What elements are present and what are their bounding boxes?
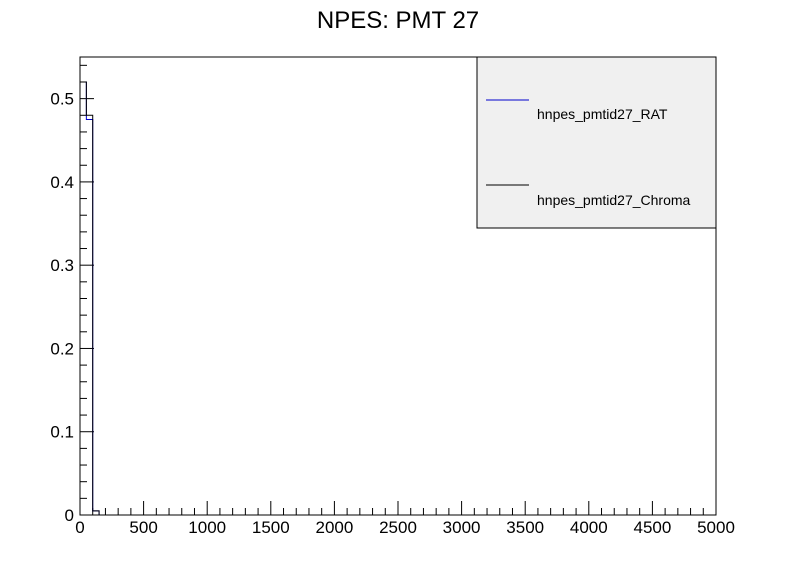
chart-title: NPES: PMT 27 [317, 7, 479, 34]
x-tick-label: 1000 [188, 518, 226, 537]
x-tick-label: 3000 [443, 518, 481, 537]
x-tick-label: 4000 [570, 518, 608, 537]
y-tick-label: 0.4 [50, 173, 74, 192]
legend-label-rat: hnpes_pmtid27_RAT [537, 106, 668, 122]
series-layer [79, 81, 716, 516]
y-tick-label: 0 [65, 506, 74, 525]
x-axis: 0 500 1000 1500 2000 2500 3000 3500 4000 4500 5000 [75, 501, 735, 537]
x-tick-label: 1500 [252, 518, 290, 537]
x-tick-label: 3500 [506, 518, 544, 537]
x-tick-label: 2500 [379, 518, 417, 537]
legend-box [476, 56, 717, 229]
legend-label-chroma: hnpes_pmtid27_Chroma [537, 192, 691, 208]
series-line-chroma [79, 81, 716, 516]
x-tick-label: 0 [75, 518, 84, 537]
legend: hnpes_pmtid27_RAT hnpes_pmtid27_Chroma [476, 56, 717, 229]
y-tick-label: 0.3 [50, 256, 74, 275]
x-tick-label: 2000 [315, 518, 353, 537]
y-axis: 0 0.1 0.2 0.3 0.4 0.5 [50, 64, 94, 525]
x-tick-label: 500 [129, 518, 157, 537]
x-tick-label: 4500 [633, 518, 671, 537]
y-tick-label: 0.5 [50, 90, 74, 109]
x-tick-label: 5000 [697, 518, 735, 537]
y-tick-label: 0.2 [50, 339, 74, 358]
y-tick-label: 0.1 [50, 423, 74, 442]
